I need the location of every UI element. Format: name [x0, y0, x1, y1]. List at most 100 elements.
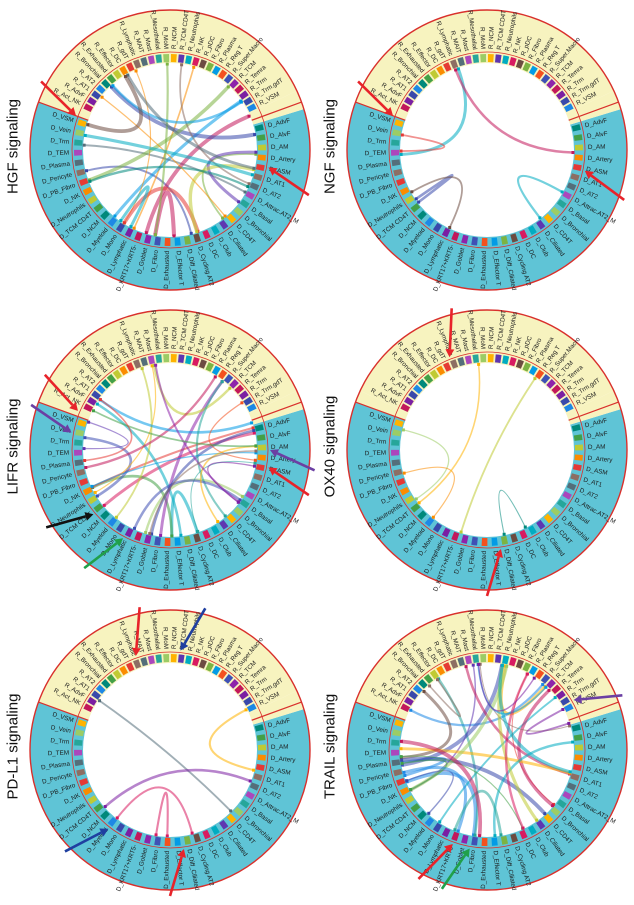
ring-segment: [101, 79, 111, 89]
ring-segment: [192, 357, 200, 367]
chord-link: [411, 176, 463, 228]
ring-segment: [391, 139, 400, 146]
chord-anchor: [543, 812, 547, 816]
ring-segment: [112, 369, 122, 380]
ring-segment: [535, 369, 545, 380]
chord-diagram-hgf: R_Act_NKR_AdvFR_AT1R_AT2R_BronchialR_Exh…: [29, 9, 311, 292]
arrow-icon: [40, 80, 72, 112]
ring-segment: [400, 703, 411, 713]
sector-label: D_ASM: [585, 166, 608, 177]
arrow-head-icon: [131, 647, 141, 657]
ring-segment: [540, 674, 551, 684]
ring-segment: [550, 506, 561, 517]
chord-link: [190, 460, 256, 532]
chord-anchor: [478, 834, 482, 838]
arrow-head-icon: [84, 512, 94, 521]
ring-segment: [101, 679, 111, 689]
ring-segment: [74, 439, 83, 446]
chord-anchor: [170, 534, 174, 538]
ring-segment: [515, 59, 524, 69]
ring-segment: [257, 454, 266, 461]
ring-segment: [391, 739, 400, 746]
sector-label: D_AM: [588, 744, 606, 751]
ring-segment: [560, 96, 570, 106]
arrow-head-icon: [573, 694, 582, 704]
ring-segment: [124, 227, 134, 238]
panel-title-lifr: LIFR signaling: [4, 398, 22, 495]
ring-segment: [95, 684, 106, 695]
ring-segment: [487, 54, 494, 63]
ring-segment: [218, 669, 228, 680]
sector-label: R_NK: [512, 635, 524, 654]
sector-label: R_Mast: [142, 329, 153, 352]
chord-anchor: [132, 226, 136, 230]
sector-label: R_NK: [195, 635, 207, 654]
ring-segment: [418, 379, 428, 389]
chord-anchor: [568, 770, 572, 774]
sector-label: D_TEM: [48, 150, 70, 158]
arrow-icon: [417, 848, 449, 880]
chord-anchor: [399, 152, 403, 156]
chord-anchor: [499, 833, 503, 837]
chord-anchor: [90, 484, 94, 488]
sector-label: D_TEM: [48, 750, 70, 758]
ring-segment: [551, 684, 562, 695]
ring-segment: [570, 773, 580, 782]
arrow-head-icon: [177, 849, 186, 858]
ring-segment: [392, 429, 402, 437]
chord-anchor: [102, 503, 106, 507]
outer-border: [29, 309, 311, 591]
sector-label: D_Fibro: [467, 849, 477, 873]
chord-anchor: [154, 363, 158, 367]
panel-pdl1: PD-L1 signaling R_Act_NK R_AdvF R_AT1 R_AT2…: [0, 600, 317, 900]
chord-anchor: [402, 471, 406, 475]
ring-segment: [193, 833, 202, 843]
sector-label: D_Exhausted: [163, 550, 171, 588]
ring-segment: [198, 359, 207, 369]
arrow-head-icon: [443, 843, 453, 853]
ring-segment: [571, 724, 581, 732]
ring-segment: [219, 819, 229, 830]
chord-anchor: [195, 230, 199, 234]
chord-anchor: [459, 530, 463, 534]
arrow-head-icon: [445, 349, 455, 358]
chord-anchor: [456, 829, 460, 833]
arrow-icon: [357, 80, 389, 112]
ring-segment: [572, 763, 582, 772]
sector-label: D_Plasma: [358, 761, 388, 772]
sector-label: R_MoM: [161, 327, 169, 349]
outer-border: [346, 9, 628, 291]
ring-segment: [205, 662, 215, 672]
sector-label: D_Vein: [367, 424, 389, 435]
chord-link: [98, 699, 232, 812]
ring-segment: [226, 213, 237, 224]
arrow-icon: [43, 373, 74, 406]
sector-label: D_Artery: [587, 755, 613, 764]
panel-title-hgf: HGF signaling: [4, 98, 22, 195]
chord-anchor: [448, 225, 452, 229]
chord-link: [84, 144, 246, 193]
ring-segment: [256, 434, 266, 441]
ring-segment: [78, 477, 89, 487]
ring-segment: [147, 355, 155, 365]
chord-anchor: [85, 169, 89, 173]
sector-label: D_Vein: [50, 424, 72, 435]
chord-anchor: [478, 662, 482, 666]
ring-segment: [528, 665, 538, 676]
ring-segment: [93, 203, 104, 213]
ring-segment: [472, 54, 480, 64]
sector-label: D_Trm: [367, 437, 387, 445]
chord-anchor: [414, 197, 418, 201]
chord-link: [207, 461, 255, 503]
ring-segment: [124, 527, 134, 538]
ring-segment: [87, 795, 98, 805]
arrow-icon: [274, 170, 310, 197]
ring-segment: [417, 210, 427, 221]
ring-segment: [177, 354, 185, 364]
chord-anchor: [144, 231, 148, 235]
chord-anchor: [223, 214, 227, 218]
chord-anchor: [83, 133, 87, 137]
ring-segment: [535, 669, 545, 680]
chord-link: [87, 75, 143, 134]
ring-segment: [481, 237, 488, 246]
